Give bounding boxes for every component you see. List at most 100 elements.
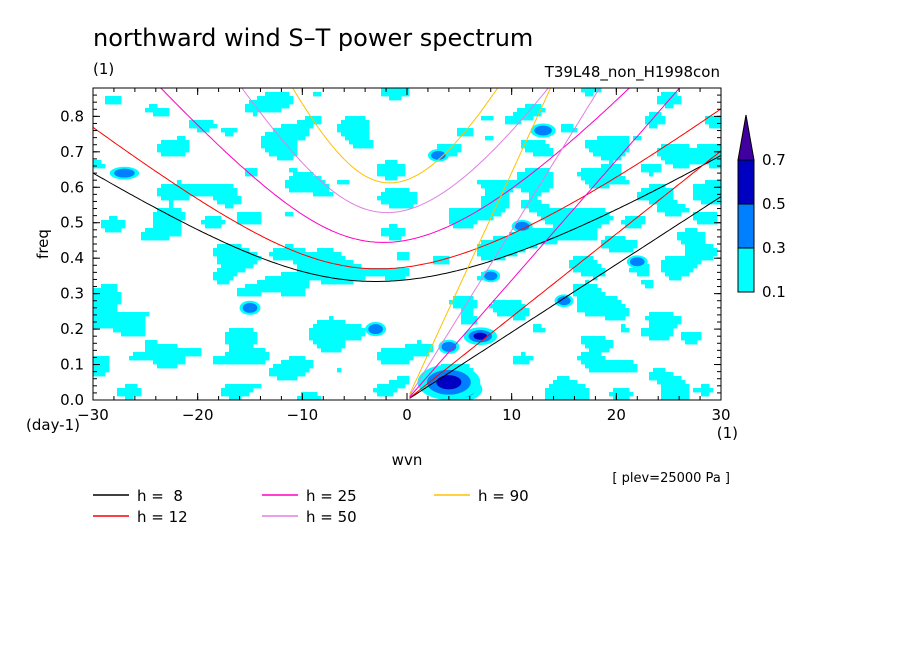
field-cell (621, 316, 626, 321)
field-cell (397, 236, 402, 241)
field-cell (673, 96, 678, 101)
field-cell (597, 300, 602, 305)
field-cell (601, 144, 606, 149)
field-cell (253, 292, 258, 297)
field-cell (609, 316, 614, 321)
field-cell (709, 212, 714, 217)
field-cell (677, 320, 682, 325)
field-cell (349, 272, 354, 277)
field-cell (137, 324, 142, 329)
field-cell (545, 220, 550, 225)
field-cell (537, 188, 542, 193)
field-cell (237, 252, 242, 257)
field-cell (449, 148, 454, 153)
field-cell (121, 328, 126, 333)
field-cell (597, 168, 602, 173)
field-cell (601, 208, 606, 213)
field-cell (381, 192, 386, 197)
field-cell (129, 312, 134, 317)
field-cell (549, 176, 554, 181)
field-cell (601, 364, 606, 369)
field-cell (209, 220, 214, 225)
field-cell (605, 340, 610, 345)
field-cell (353, 128, 358, 133)
field-cell (289, 272, 294, 277)
field-cell (469, 224, 474, 229)
field-cell (601, 336, 606, 341)
field-cell (105, 228, 110, 233)
field-cell (173, 152, 178, 157)
field-cell (625, 140, 630, 145)
field-cell (497, 204, 502, 209)
field-cell (169, 364, 174, 369)
field-cell (397, 168, 402, 173)
y-axis: 0.00.10.20.30.40.50.60.70.8 (60, 87, 721, 409)
field-cell (621, 360, 626, 365)
field-cell (621, 148, 626, 153)
field-cell (621, 308, 626, 313)
field-cell (93, 324, 98, 329)
field-cell (337, 280, 342, 285)
field-cell (129, 356, 134, 361)
field-cell (641, 192, 646, 197)
field-cell (177, 188, 182, 193)
field-cell (673, 148, 678, 153)
field-cell (705, 120, 710, 125)
field-cell (289, 136, 294, 141)
field-cell (557, 228, 562, 233)
field-cell (513, 360, 518, 365)
field-cell (561, 208, 566, 213)
field-cell (109, 288, 114, 293)
field-cell (541, 188, 546, 193)
field-cell (221, 184, 226, 189)
field-cell (589, 300, 594, 305)
field-cell (105, 296, 110, 301)
field-cell (537, 324, 542, 329)
field-cell (609, 368, 614, 373)
field-cell (497, 212, 502, 217)
field-cell (173, 356, 178, 361)
field-cell (469, 208, 474, 213)
field-cell (109, 304, 114, 309)
field-cell (489, 212, 494, 217)
field-cell (169, 356, 174, 361)
field-cell (125, 396, 130, 400)
field-cell (693, 252, 698, 257)
field-cell (161, 348, 166, 353)
field-cell (309, 256, 314, 261)
field-cell (97, 320, 102, 325)
field-cell (625, 308, 630, 313)
field-cell (517, 308, 522, 313)
field-cell (293, 132, 298, 137)
field-cell (145, 348, 150, 353)
field-cell (461, 304, 466, 309)
field-cell (213, 196, 218, 201)
field-cell (277, 152, 282, 157)
field-cell (533, 188, 538, 193)
field-cell (273, 372, 278, 377)
field-cell (141, 324, 146, 329)
field-cell (245, 216, 250, 221)
field-cell (569, 380, 574, 385)
field-cell (281, 92, 286, 97)
field-cell (409, 200, 414, 205)
field-cell (589, 284, 594, 289)
field-cell (505, 188, 510, 193)
field-cell (133, 320, 138, 325)
field-cell (337, 368, 342, 373)
field-cell (565, 392, 570, 397)
field-cell (485, 248, 490, 253)
field-cell (389, 92, 394, 97)
field-cell (173, 188, 178, 193)
field-cell (169, 204, 174, 209)
field-cell (401, 196, 406, 201)
field-cell (705, 216, 710, 221)
field-cell (693, 160, 698, 165)
field-cell (485, 200, 490, 205)
field-cell (165, 216, 170, 221)
field-cell (113, 220, 118, 225)
field-cell (581, 388, 586, 393)
field-cell (625, 396, 630, 400)
field-cell (585, 304, 590, 309)
field-cell (277, 92, 282, 97)
